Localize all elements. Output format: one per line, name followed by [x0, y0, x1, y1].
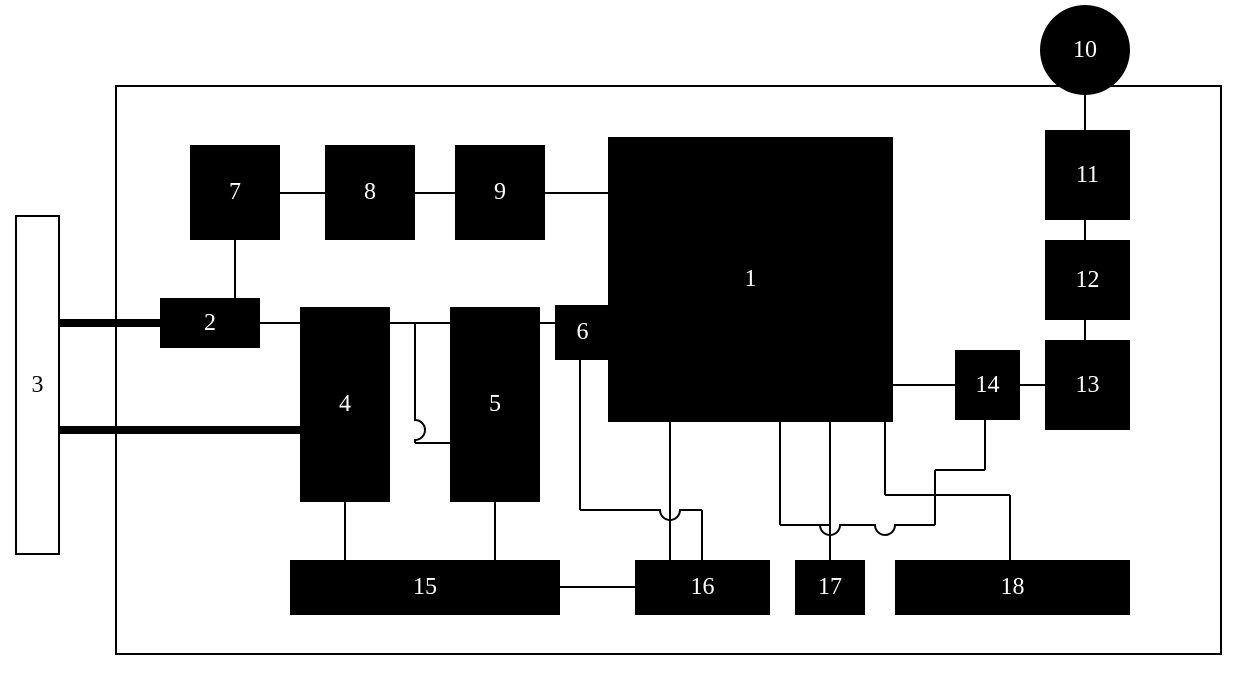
block-label: 14 — [976, 372, 1000, 399]
block-label: 16 — [691, 574, 715, 601]
block-7: 7 — [190, 145, 280, 240]
block-label: 2 — [204, 310, 216, 337]
block-label: 18 — [1001, 574, 1025, 601]
block-6: 6 — [555, 305, 610, 360]
block-label: 3 — [32, 372, 44, 399]
block-label: 15 — [413, 574, 437, 601]
block-label: 17 — [818, 574, 842, 601]
block-11: 11 — [1045, 130, 1130, 220]
block-16: 16 — [635, 560, 770, 615]
block-17: 17 — [795, 560, 865, 615]
block-13: 13 — [1045, 340, 1130, 430]
block-label: 13 — [1076, 372, 1100, 399]
block-12: 12 — [1045, 240, 1130, 320]
block-8: 8 — [325, 145, 415, 240]
block-label: 12 — [1076, 267, 1100, 294]
block-label: 7 — [229, 179, 241, 206]
block-15: 15 — [290, 560, 560, 615]
block-3: 3 — [15, 215, 60, 555]
block-label: 1 — [745, 266, 757, 293]
block-label: 11 — [1076, 162, 1099, 189]
block-label: 5 — [489, 391, 501, 418]
block-2: 2 — [160, 298, 260, 348]
block-label: 4 — [339, 391, 351, 418]
block-5: 5 — [450, 307, 540, 502]
block-9: 9 — [455, 145, 545, 240]
block-10: 10 — [1040, 5, 1130, 95]
block-label: 8 — [364, 179, 376, 206]
block-14: 14 — [955, 350, 1020, 420]
block-label: 6 — [577, 319, 589, 346]
block-18: 18 — [895, 560, 1130, 615]
block-4: 4 — [300, 307, 390, 502]
diagram-canvas: 123456789101112131415161718 — [0, 0, 1240, 677]
block-label: 10 — [1073, 37, 1097, 64]
block-label: 9 — [494, 179, 506, 206]
block-1: 1 — [608, 137, 893, 422]
